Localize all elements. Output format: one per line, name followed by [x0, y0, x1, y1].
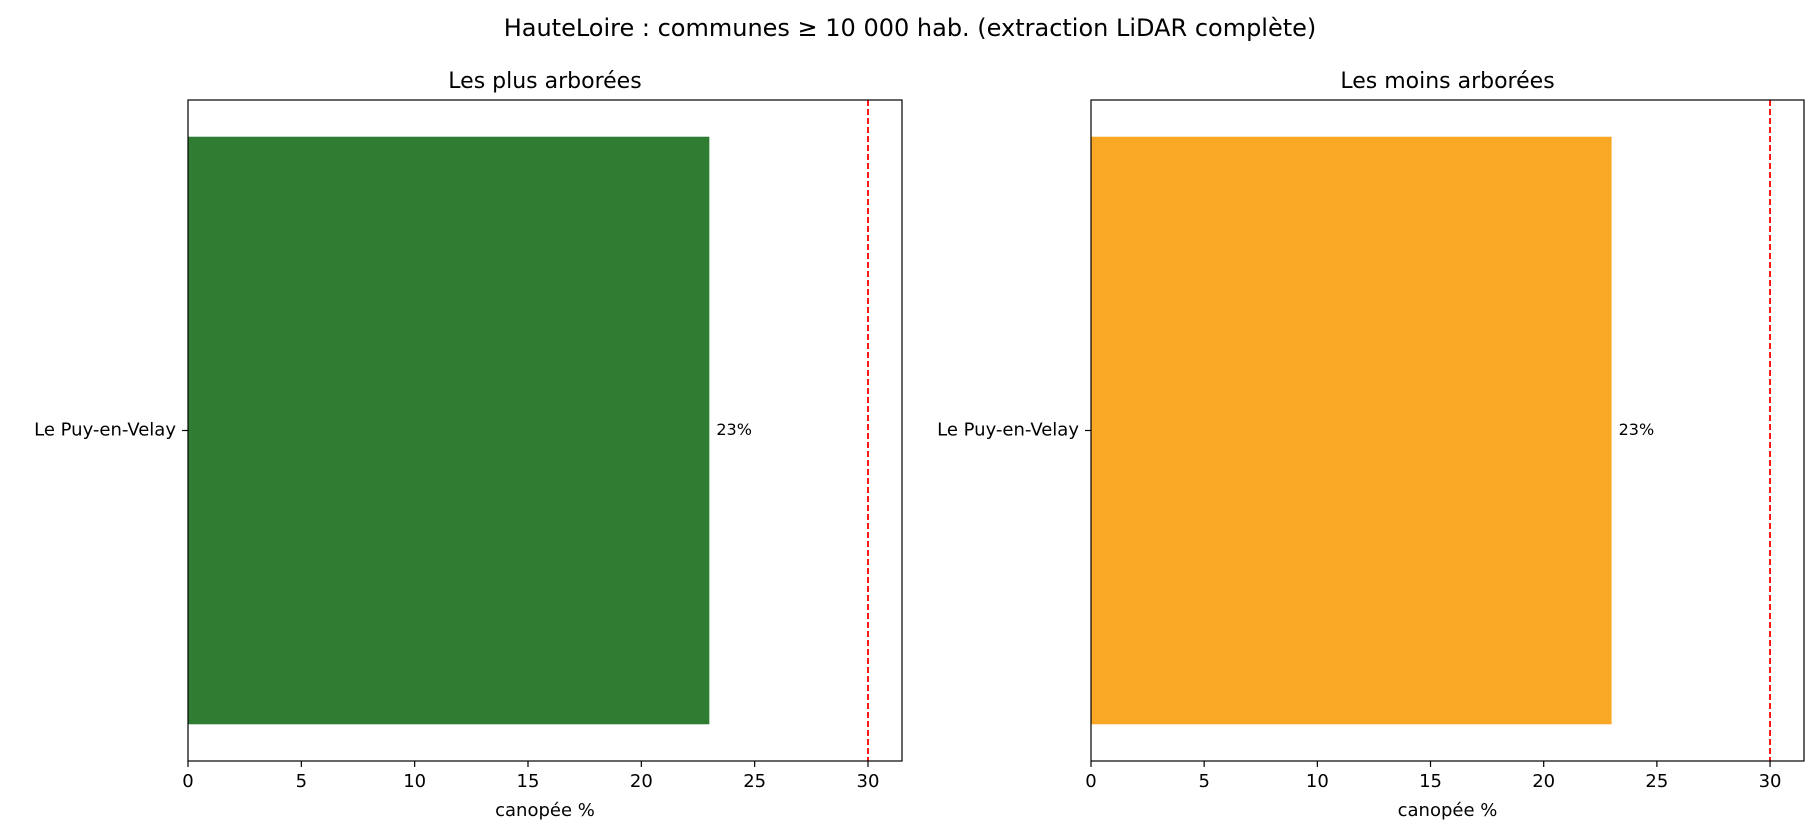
x-tick-label: 25: [743, 771, 766, 792]
x-tick-label: 20: [630, 771, 653, 792]
x-tick-label: 5: [1198, 771, 1209, 792]
x-tick-label: 0: [182, 771, 193, 792]
bar-1: [1091, 136, 1612, 725]
x-tick-label: 10: [1306, 771, 1329, 792]
x-tick-label: 15: [1419, 771, 1442, 792]
x-tick-label: 10: [403, 771, 426, 792]
x-tick-label: 30: [1759, 771, 1782, 792]
bar-value-label: 23%: [1619, 420, 1655, 439]
axes-frame: [1090, 99, 1805, 762]
y-tick-label: Le Puy-en-Velay: [34, 420, 176, 441]
axes-frame: [187, 99, 903, 762]
x-tick-label: 30: [857, 771, 880, 792]
x-tick-label: 25: [1645, 771, 1668, 792]
x-axis-label: canopée %: [495, 800, 595, 821]
x-tick-label: 15: [517, 771, 540, 792]
panel-title: Les plus arborées: [448, 69, 641, 94]
x-tick-label: 0: [1085, 771, 1096, 792]
bar-value-label: 23%: [716, 420, 752, 439]
figure-title: HauteLoire : communes ≥ 10 000 hab. (ext…: [504, 14, 1317, 42]
bar-1: [188, 136, 710, 725]
x-axis-label: canopée %: [1398, 800, 1498, 821]
y-tick-label: Le Puy-en-Velay: [937, 420, 1079, 441]
panel-title: Les moins arborées: [1340, 69, 1554, 94]
x-tick-label: 20: [1532, 771, 1555, 792]
x-tick-label: 5: [296, 771, 307, 792]
chart-panel-most-wooded: Les plus arborées 23% Le Puy-en-Velay 0 5 10 1…: [34, 69, 903, 821]
chart-panel-least-wooded: Les moins arborées 23% Le Puy-en-Velay 0 5 10…: [937, 69, 1805, 821]
